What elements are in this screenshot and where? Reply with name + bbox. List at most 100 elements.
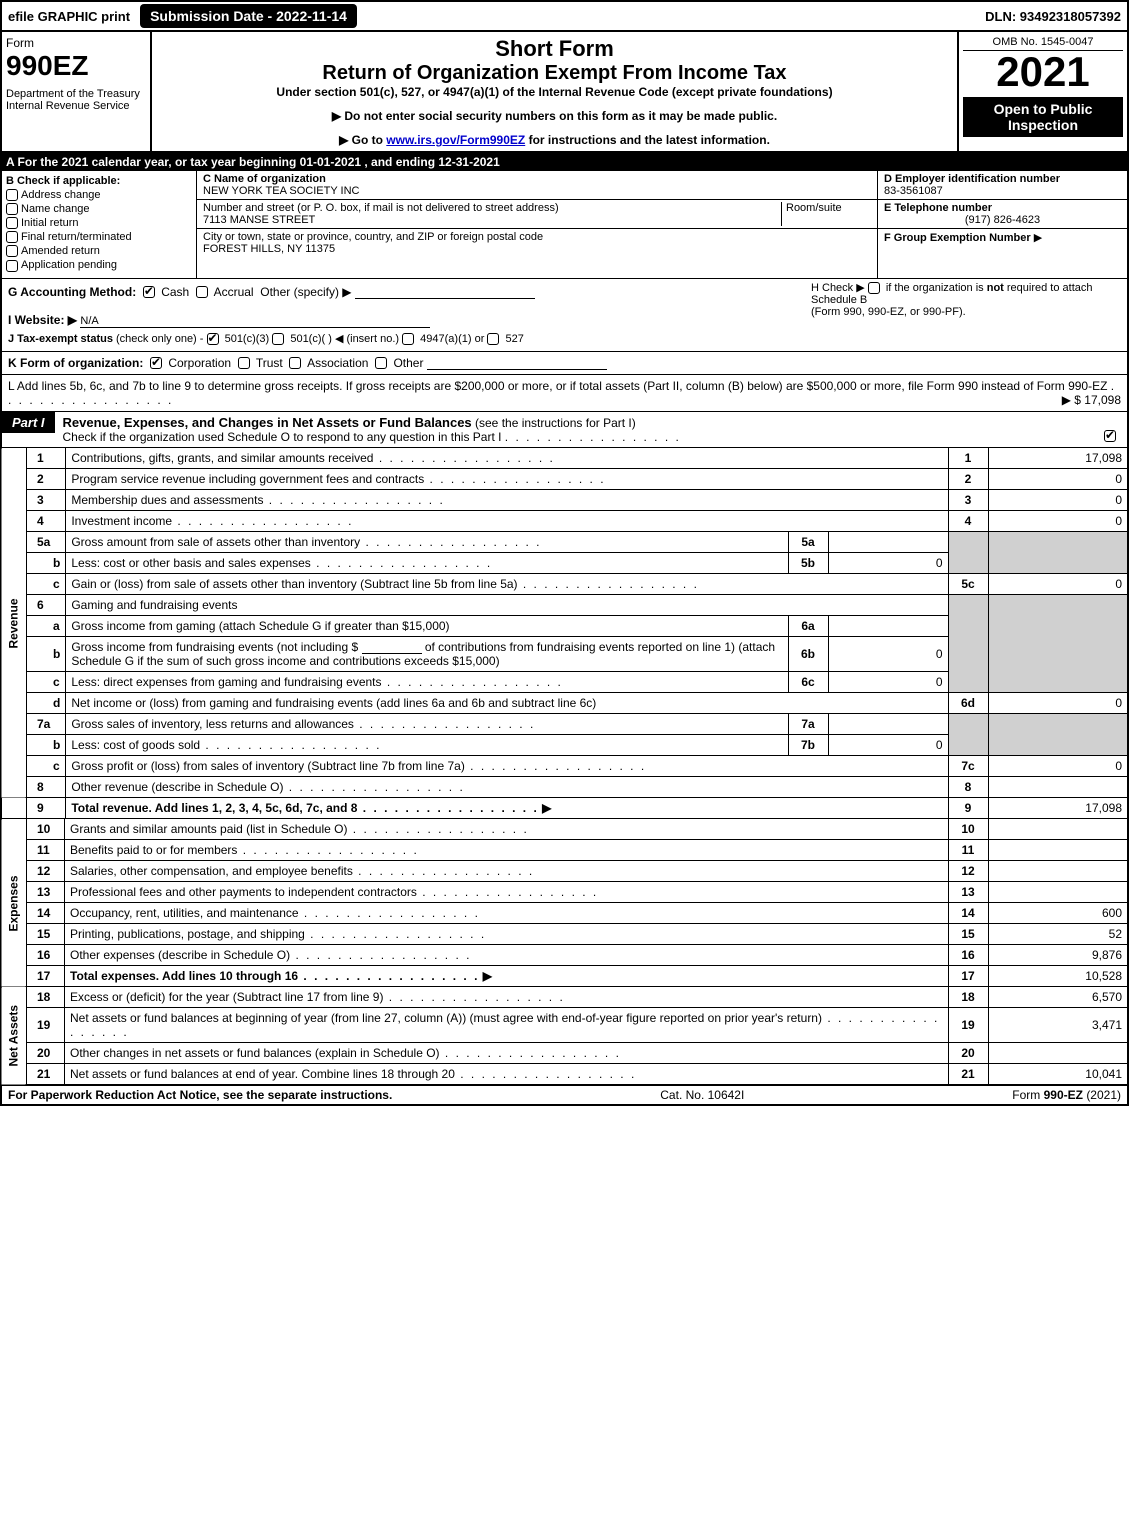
row-13: 13 Professional fees and other payments … <box>1 881 1128 902</box>
l5c-val: 0 <box>988 573 1128 594</box>
dots-icon <box>382 675 563 689</box>
dots-icon <box>299 906 480 920</box>
l1-num: 1 <box>27 448 66 469</box>
l9-desc: Total revenue. Add lines 1, 2, 3, 4, 5c,… <box>71 801 357 815</box>
section-bcdef: B Check if applicable: Address change Na… <box>0 171 1129 279</box>
ein-cell: D Employer identification number 83-3561… <box>878 171 1127 200</box>
chk-trust[interactable] <box>238 357 250 369</box>
chk-final-return[interactable]: Final return/terminated <box>6 231 192 243</box>
l6b-num: b <box>27 636 66 671</box>
row-3: 3 Membership dues and assessments 3 0 <box>1 489 1128 510</box>
l3-num: 3 <box>27 489 66 510</box>
instr-goto: ▶ Go to www.irs.gov/Form990EZ for instru… <box>156 133 953 147</box>
chk-amended-return[interactable]: Amended return <box>6 245 192 257</box>
l19-val: 3,471 <box>988 1007 1128 1042</box>
row-6d: d Net income or (loss) from gaming and f… <box>1 692 1128 713</box>
footer-right: Form 990-EZ (2021) <box>1012 1088 1121 1102</box>
l7c-ref: 7c <box>948 755 988 776</box>
dots-icon <box>417 885 598 899</box>
phone-value: (917) 826-4623 <box>884 214 1121 226</box>
chk-schedule-o[interactable] <box>1104 430 1116 442</box>
shade-cell <box>948 531 988 573</box>
h-text2: if the organization is <box>886 282 987 294</box>
expenses-table: Expenses 10 Grants and similar amounts p… <box>0 819 1129 987</box>
j-sub: (check only one) - <box>116 333 203 345</box>
chk-address-change-label: Address change <box>21 189 101 201</box>
dots-icon <box>353 864 534 878</box>
footer-right-form: 990-EZ <box>1044 1088 1083 1102</box>
header-right: OMB No. 1545-0047 2021 Open to Public In… <box>957 32 1127 151</box>
l6d-desc: Net income or (loss) from gaming and fun… <box>66 692 948 713</box>
dots-icon <box>347 822 528 836</box>
form-number: 990EZ <box>6 50 146 82</box>
footer-right-year: (2021) <box>1086 1088 1121 1102</box>
chk-accrual[interactable] <box>196 286 208 298</box>
l18-ref: 18 <box>948 987 988 1008</box>
l16-desc: Other expenses (describe in Schedule O) <box>70 948 290 962</box>
k-other-blank <box>427 356 607 370</box>
efile-label[interactable]: efile GRAPHIC print <box>2 7 136 26</box>
l18-num: 18 <box>27 987 65 1008</box>
l13-desc: Professional fees and other payments to … <box>70 885 417 899</box>
phone-label: E Telephone number <box>884 202 992 214</box>
l6c-num: c <box>27 671 66 692</box>
l3-val: 0 <box>988 489 1128 510</box>
k-label: K Form of organization: <box>8 356 143 370</box>
chk-address-change[interactable]: Address change <box>6 189 192 201</box>
chk-name-change[interactable]: Name change <box>6 203 192 215</box>
l13-num: 13 <box>27 881 65 902</box>
l9-num: 9 <box>27 797 66 818</box>
department-line: Department of the Treasury Internal Reve… <box>6 88 146 112</box>
irs-link[interactable]: www.irs.gov/Form990EZ <box>386 133 525 147</box>
row-4: 4 Investment income 4 0 <box>1 510 1128 531</box>
column-b: B Check if applicable: Address change Na… <box>2 171 197 278</box>
shade-cell <box>948 594 988 692</box>
l5c-desc: Gain or (loss) from sale of assets other… <box>71 577 517 591</box>
shade-cell <box>988 531 1128 573</box>
row-16: 16 Other expenses (describe in Schedule … <box>1 944 1128 965</box>
chk-cash[interactable] <box>143 286 155 298</box>
l-text: L Add lines 5b, 6c, and 7b to line 9 to … <box>8 379 1107 393</box>
l6b-blank <box>362 640 422 654</box>
ein-value: 83-3561087 <box>884 185 943 197</box>
chk-501c3[interactable] <box>207 333 219 345</box>
g-cash: Cash <box>161 285 189 299</box>
l6d-num: d <box>27 692 66 713</box>
chk-initial-return-label: Initial return <box>21 217 78 229</box>
j-527: 527 <box>506 333 524 345</box>
part-i-title-text: Revenue, Expenses, and Changes in Net As… <box>63 415 472 430</box>
l6c-subval: 0 <box>828 671 948 692</box>
chk-h[interactable] <box>868 282 880 294</box>
row-11: 11 Benefits paid to or for members 11 <box>1 839 1128 860</box>
dots-icon <box>357 801 538 815</box>
l10-desc: Grants and similar amounts paid (list in… <box>70 822 347 836</box>
l8-val <box>988 776 1128 797</box>
l4-val: 0 <box>988 510 1128 531</box>
l8-ref: 8 <box>948 776 988 797</box>
page-footer: For Paperwork Reduction Act Notice, see … <box>0 1085 1129 1106</box>
dots-icon <box>360 535 541 549</box>
l14-val: 600 <box>988 902 1128 923</box>
row-21: 21 Net assets or fund balances at end of… <box>1 1063 1128 1084</box>
line-j: J Tax-exempt status (check only one) - 5… <box>8 332 1121 345</box>
dln: DLN: 93492318057392 <box>979 7 1127 26</box>
footer-right-pre: Form <box>1012 1088 1043 1102</box>
chk-other[interactable] <box>375 357 387 369</box>
l-amount: ▶ $ 17,098 <box>1062 393 1121 407</box>
l1-val: 17,098 <box>988 448 1128 469</box>
chk-501c[interactable] <box>272 333 284 345</box>
l17-val: 10,528 <box>988 965 1128 986</box>
l2-val: 0 <box>988 468 1128 489</box>
chk-527[interactable] <box>487 333 499 345</box>
row-7a: 7a Gross sales of inventory, less return… <box>1 713 1128 734</box>
dots-icon <box>424 472 605 486</box>
chk-initial-return[interactable]: Initial return <box>6 217 192 229</box>
chk-corporation[interactable] <box>150 357 162 369</box>
l11-num: 11 <box>27 839 65 860</box>
line-l: L Add lines 5b, 6c, and 7b to line 9 to … <box>0 375 1129 412</box>
chk-4947[interactable] <box>402 333 414 345</box>
chk-association[interactable] <box>289 357 301 369</box>
chk-application-pending[interactable]: Application pending <box>6 259 192 271</box>
l5b-desc: Less: cost or other basis and sales expe… <box>71 556 310 570</box>
dots-icon <box>263 493 444 507</box>
